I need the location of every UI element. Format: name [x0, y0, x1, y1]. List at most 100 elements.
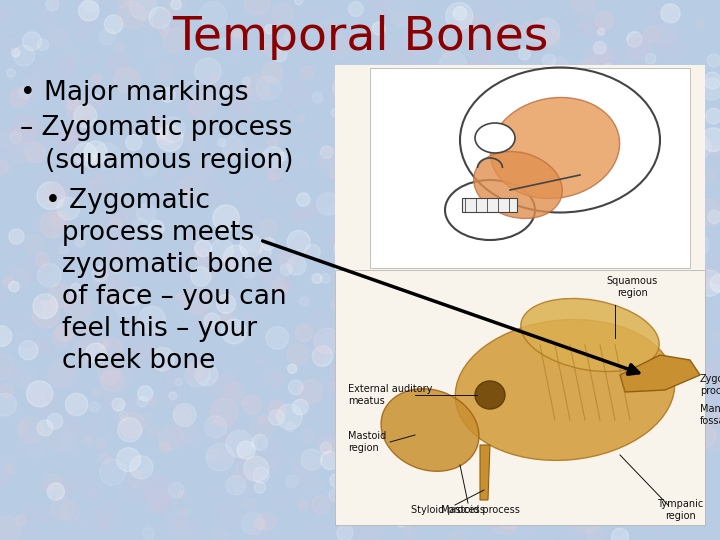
Circle shape — [122, 205, 140, 222]
Circle shape — [478, 301, 505, 328]
Circle shape — [81, 328, 96, 342]
Circle shape — [158, 426, 184, 450]
Circle shape — [261, 270, 288, 297]
Circle shape — [451, 71, 463, 82]
Circle shape — [300, 297, 309, 306]
Circle shape — [469, 277, 488, 297]
Circle shape — [643, 414, 657, 428]
Circle shape — [263, 63, 283, 83]
Circle shape — [138, 421, 156, 438]
Circle shape — [615, 218, 637, 241]
Circle shape — [217, 314, 228, 326]
Circle shape — [438, 178, 460, 200]
Circle shape — [486, 410, 509, 433]
Circle shape — [506, 419, 528, 441]
Circle shape — [74, 523, 95, 540]
Circle shape — [704, 72, 720, 89]
Circle shape — [258, 414, 269, 424]
Circle shape — [265, 24, 274, 34]
Circle shape — [527, 442, 552, 468]
Circle shape — [292, 399, 308, 415]
Circle shape — [562, 18, 582, 39]
Text: process meets: process meets — [20, 220, 254, 246]
Circle shape — [656, 236, 679, 259]
Circle shape — [269, 410, 284, 425]
Circle shape — [552, 390, 578, 416]
Circle shape — [232, 470, 238, 477]
Circle shape — [367, 269, 373, 276]
Circle shape — [278, 152, 287, 161]
Circle shape — [221, 89, 228, 96]
Circle shape — [351, 85, 367, 101]
Circle shape — [404, 524, 411, 531]
Circle shape — [625, 38, 648, 60]
Circle shape — [268, 371, 284, 387]
Circle shape — [373, 346, 400, 373]
Circle shape — [192, 163, 212, 183]
Circle shape — [213, 165, 222, 173]
Circle shape — [357, 86, 378, 108]
Circle shape — [564, 325, 592, 352]
Circle shape — [331, 294, 354, 316]
Circle shape — [404, 354, 414, 365]
Circle shape — [402, 194, 426, 218]
Circle shape — [110, 277, 130, 297]
Circle shape — [66, 97, 94, 124]
Circle shape — [468, 424, 485, 441]
Circle shape — [513, 253, 521, 260]
Circle shape — [30, 445, 42, 458]
Circle shape — [427, 422, 454, 449]
Circle shape — [603, 375, 629, 402]
Circle shape — [117, 165, 132, 179]
Circle shape — [384, 502, 399, 517]
Circle shape — [586, 524, 604, 540]
Circle shape — [237, 441, 255, 459]
Circle shape — [523, 151, 536, 164]
Circle shape — [646, 318, 657, 329]
Circle shape — [513, 140, 534, 160]
Circle shape — [507, 228, 531, 252]
Circle shape — [666, 484, 693, 511]
Circle shape — [366, 428, 386, 447]
Circle shape — [573, 509, 598, 534]
Circle shape — [495, 126, 508, 139]
Circle shape — [320, 146, 333, 159]
Circle shape — [181, 362, 197, 377]
Circle shape — [370, 178, 385, 193]
Circle shape — [70, 410, 97, 437]
Circle shape — [65, 293, 92, 321]
Circle shape — [125, 287, 144, 305]
Circle shape — [148, 426, 159, 436]
Circle shape — [138, 160, 148, 171]
Circle shape — [644, 68, 652, 77]
Circle shape — [534, 153, 553, 172]
Circle shape — [440, 17, 467, 45]
Circle shape — [632, 330, 641, 339]
Circle shape — [345, 275, 372, 301]
Circle shape — [60, 137, 84, 160]
Circle shape — [409, 328, 431, 350]
Circle shape — [152, 343, 174, 364]
Circle shape — [679, 204, 699, 224]
Text: zygomatic bone: zygomatic bone — [20, 252, 273, 278]
Circle shape — [408, 501, 428, 520]
Circle shape — [426, 507, 432, 512]
Circle shape — [221, 312, 232, 323]
Circle shape — [474, 142, 501, 168]
Circle shape — [598, 378, 611, 392]
Circle shape — [402, 525, 417, 539]
Circle shape — [301, 449, 323, 470]
Circle shape — [328, 170, 337, 178]
Circle shape — [382, 123, 398, 138]
Circle shape — [197, 173, 224, 201]
Circle shape — [145, 107, 159, 121]
Circle shape — [370, 522, 390, 540]
Circle shape — [317, 193, 339, 215]
Circle shape — [613, 411, 629, 427]
Circle shape — [173, 403, 196, 427]
Circle shape — [69, 286, 87, 304]
Circle shape — [161, 187, 170, 197]
Circle shape — [20, 376, 31, 387]
Circle shape — [665, 409, 682, 426]
Circle shape — [191, 267, 211, 286]
